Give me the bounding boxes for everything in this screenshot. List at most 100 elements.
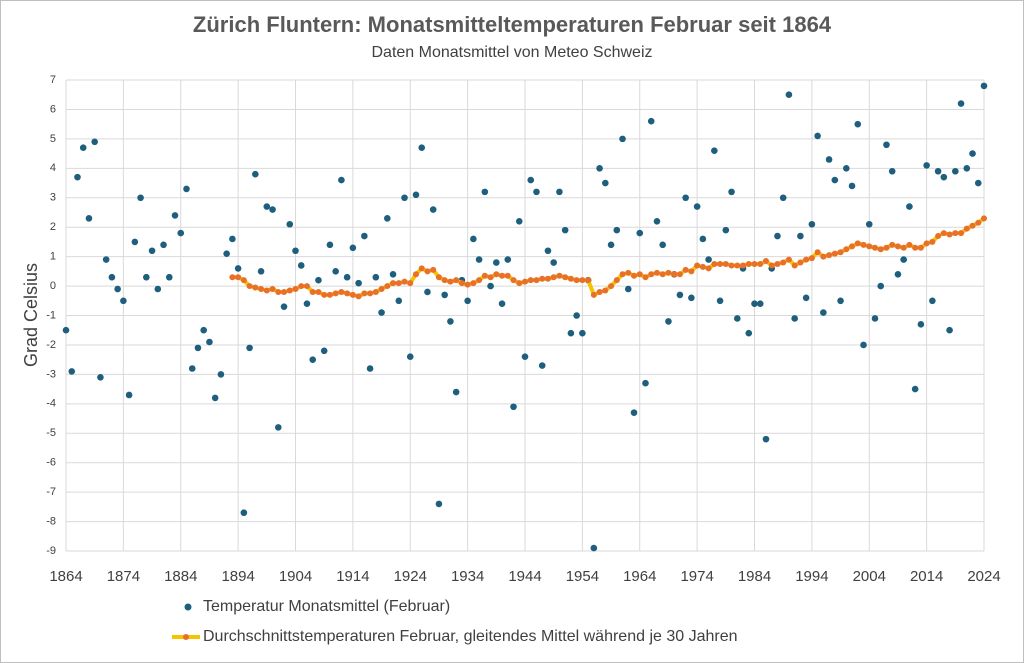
data-point	[131, 238, 139, 246]
data-point	[206, 338, 213, 346]
moving-average-point	[263, 287, 270, 294]
moving-average-point	[476, 277, 483, 284]
data-point	[745, 329, 753, 337]
y-tick-label: 5	[50, 133, 56, 145]
data-point	[831, 176, 839, 184]
moving-average-point	[963, 225, 970, 232]
data-point	[148, 247, 156, 255]
data-point	[843, 165, 850, 172]
moving-average-point	[866, 243, 873, 250]
data-point	[596, 165, 603, 172]
moving-average-point	[401, 278, 408, 285]
moving-average-point	[309, 288, 316, 295]
data-point	[286, 220, 294, 228]
moving-average-point	[504, 272, 511, 279]
data-point	[102, 256, 110, 263]
moving-average-point	[808, 255, 815, 262]
data-point	[234, 265, 242, 272]
moving-average-point	[728, 262, 735, 269]
x-tick-label: 1864	[49, 568, 82, 585]
moving-average-point	[757, 260, 764, 267]
data-point	[561, 226, 569, 234]
y-tick-label: -4	[46, 398, 56, 410]
data-point	[613, 226, 621, 234]
moving-average-point	[791, 262, 798, 269]
moving-average-point	[464, 281, 471, 288]
moving-average-point	[659, 271, 666, 278]
data-point	[940, 173, 948, 181]
moving-average-point	[418, 265, 425, 272]
moving-average-point	[688, 268, 695, 275]
data-point	[946, 326, 953, 334]
data-point	[85, 215, 93, 222]
moving-average-point	[481, 272, 488, 279]
moving-average-point	[722, 260, 729, 267]
data-point	[384, 215, 391, 222]
x-tick-label: 1994	[795, 568, 828, 585]
moving-average-point	[912, 244, 919, 251]
moving-average-point	[292, 286, 299, 293]
data-point	[733, 315, 741, 322]
data-point	[315, 276, 322, 284]
moving-average-point	[705, 265, 712, 272]
data-point	[378, 309, 385, 316]
moving-average-point	[900, 244, 907, 251]
data-point	[579, 329, 586, 337]
moving-average-point	[384, 283, 391, 290]
data-point	[883, 141, 890, 149]
moving-average-point	[636, 271, 643, 278]
data-point	[791, 315, 798, 322]
x-tick-label: 2004	[853, 568, 886, 585]
data-point	[802, 294, 810, 302]
data-point	[957, 100, 965, 107]
y-tick-label: -3	[46, 368, 56, 380]
data-point	[429, 206, 437, 213]
data-point	[682, 194, 689, 202]
data-point	[619, 135, 626, 143]
moving-average-point	[653, 269, 660, 276]
data-point	[665, 318, 672, 325]
moving-average-point	[648, 271, 655, 278]
data-point	[79, 144, 87, 152]
moving-average-point	[424, 268, 431, 275]
data-point	[911, 385, 919, 393]
y-tick-label: -8	[46, 515, 56, 527]
data-point	[160, 241, 167, 249]
y-tick-label: 7	[50, 74, 56, 86]
moving-average-point	[602, 287, 609, 294]
moving-average-point	[407, 280, 414, 287]
data-point	[814, 132, 821, 140]
data-point	[498, 300, 506, 308]
data-point	[573, 312, 580, 319]
y-axis-label: Grad Celsius	[21, 263, 41, 367]
data-point	[435, 500, 443, 508]
data-point	[257, 268, 265, 275]
data-point	[969, 150, 976, 157]
moving-average-point	[303, 283, 310, 290]
data-point	[877, 282, 885, 290]
data-point	[211, 394, 219, 402]
moving-average-point	[665, 269, 672, 276]
legend-label: Durchschnittstemperaturen Februar, gleit…	[203, 628, 738, 645]
chart-subtitle: Daten Monatsmittel von Meteo Schweiz	[371, 44, 652, 61]
moving-average-point	[372, 288, 379, 295]
data-point	[418, 144, 426, 152]
data-point	[952, 167, 959, 175]
y-tick-label: -6	[46, 457, 56, 469]
moving-average-point	[298, 283, 305, 290]
moving-average-point	[860, 241, 867, 248]
moving-average-point	[567, 275, 574, 282]
y-tick-label: 0	[50, 280, 56, 292]
moving-average-point	[447, 278, 454, 285]
data-point	[125, 391, 133, 399]
data-point	[441, 291, 448, 299]
moving-average-point	[780, 259, 787, 266]
moving-average-point	[544, 275, 551, 282]
data-point	[97, 374, 104, 381]
x-tick-label: 1884	[164, 568, 197, 585]
data-point	[424, 288, 431, 296]
moving-average-point	[487, 274, 494, 281]
legend-marker	[184, 603, 192, 611]
moving-average-point	[814, 249, 821, 256]
data-point	[108, 273, 116, 281]
